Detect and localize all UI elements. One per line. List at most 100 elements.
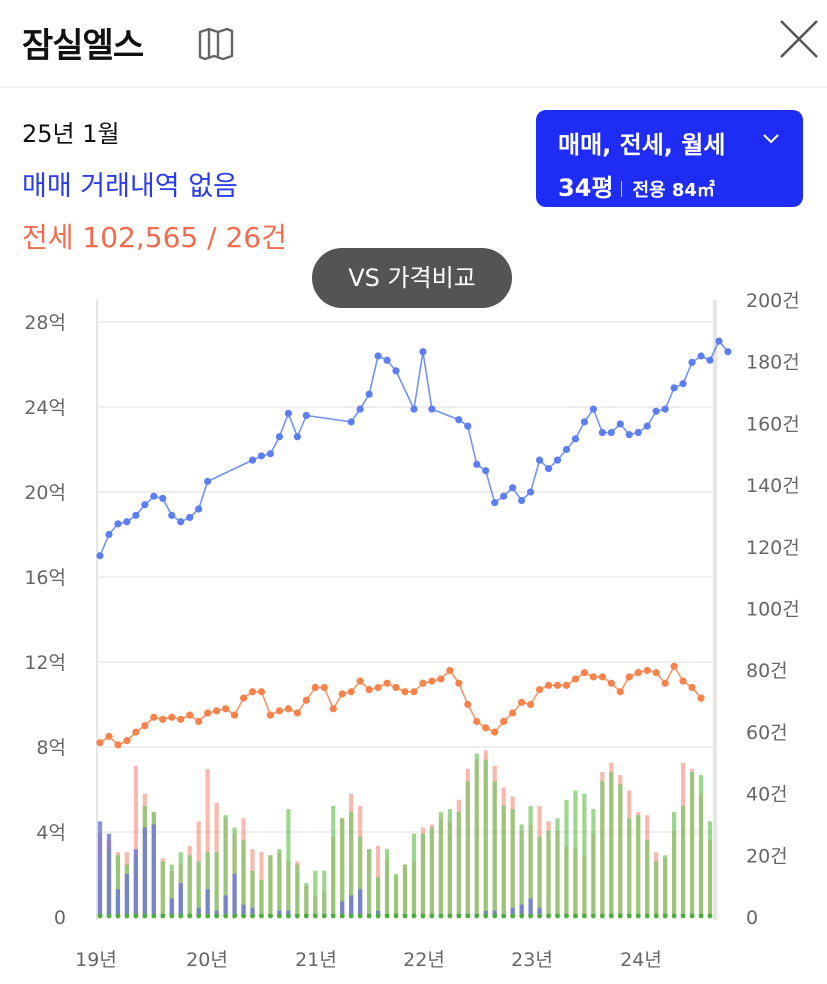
data-point[interactable] — [293, 433, 301, 441]
data-point[interactable] — [195, 717, 203, 726]
map-icon[interactable] — [196, 26, 236, 60]
data-point[interactable] — [661, 405, 669, 413]
data-point[interactable] — [428, 405, 436, 413]
data-point[interactable] — [491, 728, 499, 736]
data-point[interactable] — [446, 666, 454, 675]
data-point[interactable] — [401, 688, 409, 696]
data-point[interactable] — [706, 356, 714, 364]
data-point[interactable] — [428, 677, 436, 685]
data-point[interactable] — [491, 499, 499, 507]
data-point[interactable] — [392, 683, 400, 692]
data-point[interactable] — [688, 683, 696, 692]
data-point[interactable] — [275, 433, 284, 441]
trade-filter-button[interactable]: 매매, 전세, 월세 34평 전용 84㎡ — [536, 110, 803, 207]
data-point[interactable] — [688, 358, 696, 366]
data-point[interactable] — [571, 435, 580, 443]
data-point[interactable] — [482, 467, 490, 475]
data-point[interactable] — [553, 456, 562, 464]
data-point[interactable] — [105, 732, 113, 740]
data-point[interactable] — [96, 552, 104, 560]
data-point[interactable] — [509, 484, 517, 492]
data-point[interactable] — [114, 741, 122, 749]
data-point[interactable] — [392, 367, 400, 375]
data-point[interactable] — [553, 681, 562, 689]
data-point[interactable] — [607, 428, 615, 437]
data-point[interactable] — [625, 673, 633, 681]
data-point[interactable] — [625, 431, 633, 439]
data-point[interactable] — [383, 679, 391, 687]
data-point[interactable] — [607, 679, 615, 687]
data-point[interactable] — [150, 713, 158, 721]
data-point[interactable] — [248, 456, 257, 464]
data-point[interactable] — [257, 452, 266, 460]
data-point[interactable] — [248, 688, 257, 696]
data-point[interactable] — [293, 709, 301, 717]
data-point[interactable] — [464, 700, 472, 709]
data-point[interactable] — [464, 422, 472, 430]
data-point[interactable] — [311, 683, 319, 692]
data-point[interactable] — [643, 666, 651, 675]
data-point[interactable] — [679, 380, 687, 388]
data-point[interactable] — [105, 530, 113, 539]
data-point[interactable] — [661, 679, 669, 687]
data-point[interactable] — [697, 694, 705, 702]
data-point[interactable] — [141, 722, 149, 730]
data-point[interactable] — [132, 728, 140, 736]
data-point[interactable] — [410, 688, 418, 696]
data-point[interactable] — [329, 705, 337, 713]
data-point[interactable] — [544, 465, 553, 473]
data-point[interactable] — [526, 700, 535, 709]
data-point[interactable] — [374, 352, 382, 360]
data-point[interactable] — [96, 739, 104, 747]
data-point[interactable] — [670, 384, 678, 392]
data-point[interactable] — [186, 513, 194, 522]
data-point[interactable] — [437, 675, 445, 683]
data-point[interactable] — [634, 669, 642, 677]
data-point[interactable] — [302, 696, 310, 704]
data-point[interactable] — [177, 518, 185, 526]
data-point[interactable] — [186, 711, 194, 719]
data-point[interactable] — [123, 737, 131, 745]
data-point[interactable] — [544, 681, 553, 689]
data-point[interactable] — [518, 496, 526, 505]
data-point[interactable] — [204, 477, 212, 485]
data-point[interactable] — [374, 683, 382, 692]
data-point[interactable] — [410, 405, 418, 413]
data-point[interactable] — [724, 348, 732, 356]
data-point[interactable] — [589, 673, 597, 681]
data-point[interactable] — [526, 488, 535, 496]
data-point[interactable] — [455, 679, 463, 687]
close-icon[interactable] — [778, 18, 820, 60]
data-point[interactable] — [302, 411, 310, 420]
data-point[interactable] — [257, 688, 266, 696]
data-point[interactable] — [132, 511, 140, 519]
data-point[interactable] — [419, 679, 427, 687]
data-point[interactable] — [616, 420, 624, 428]
data-point[interactable] — [356, 677, 364, 685]
data-point[interactable] — [715, 337, 723, 345]
data-point[interactable] — [159, 494, 167, 502]
data-point[interactable] — [598, 428, 606, 437]
data-point[interactable] — [535, 456, 544, 464]
data-point[interactable] — [571, 675, 580, 683]
data-point[interactable] — [195, 505, 203, 513]
data-point[interactable] — [204, 709, 212, 717]
data-point[interactable] — [509, 709, 517, 717]
data-point[interactable] — [643, 422, 651, 430]
data-point[interactable] — [275, 707, 284, 715]
data-point[interactable] — [266, 711, 275, 719]
data-point[interactable] — [213, 707, 221, 715]
data-point[interactable] — [598, 673, 606, 681]
data-point[interactable] — [284, 705, 292, 713]
data-point[interactable] — [266, 450, 275, 458]
data-point[interactable] — [356, 405, 364, 413]
data-point[interactable] — [518, 698, 526, 706]
compare-button[interactable]: VS 가격비교 — [312, 248, 512, 308]
data-point[interactable] — [347, 418, 355, 426]
data-point[interactable] — [616, 688, 624, 696]
data-point[interactable] — [365, 686, 373, 694]
data-point[interactable] — [123, 518, 131, 526]
data-point[interactable] — [177, 715, 185, 723]
data-point[interactable] — [670, 662, 678, 670]
data-point[interactable] — [455, 416, 463, 424]
